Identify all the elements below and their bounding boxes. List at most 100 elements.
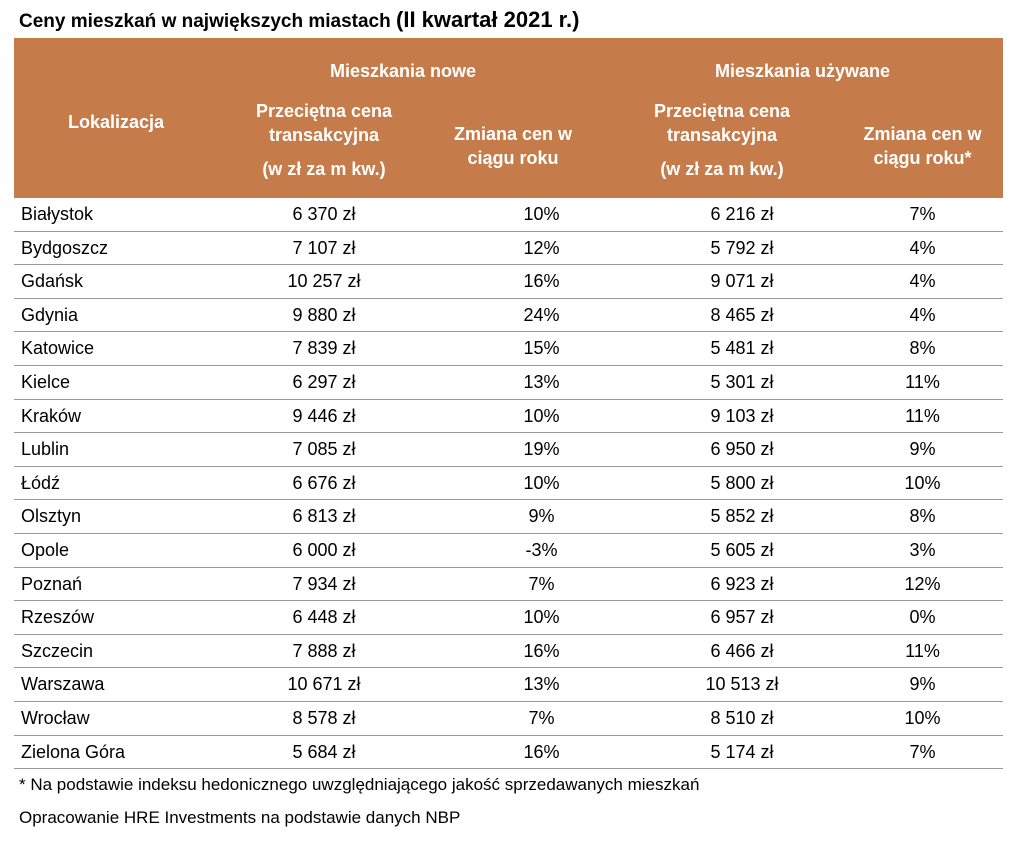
cell-price-new: 7 934 zł — [292, 573, 356, 594]
cell-change-new: 10% — [523, 405, 560, 426]
cell-city: Szczecin — [21, 640, 94, 661]
cell-change-new: 15% — [523, 338, 560, 359]
cell-change-used: 4% — [909, 304, 936, 325]
cell-price-new: 10 257 zł — [287, 271, 361, 292]
table-row: Katowice 7 839 zł 15% 5 481 zł 8% — [14, 332, 1003, 366]
cell-city: Kraków — [21, 405, 82, 426]
header-group-used: Mieszkania używane — [714, 61, 891, 81]
cell-city: Warszawa — [21, 674, 105, 695]
cell-change-used: 7% — [909, 204, 936, 224]
cell-city: Bydgoszcz — [21, 237, 109, 258]
cell-price-new: 6 370 zł — [292, 204, 356, 224]
header-change-new-line2: ciągu roku — [467, 148, 559, 168]
table-row: Zielona Góra 5 684 zł 16% 5 174 zł 7% — [14, 736, 1003, 770]
cell-price-used: 5 301 zł — [710, 371, 774, 392]
cell-change-used: 0% — [909, 607, 936, 628]
cell-change-new: 13% — [523, 371, 560, 392]
table-row: Szczecin 7 888 zł 16% 6 466 zł 11% — [14, 635, 1003, 669]
cell-price-new: 7 839 zł — [292, 338, 356, 359]
cell-price-new: 9 446 zł — [292, 405, 356, 426]
cell-change-used: 10% — [904, 707, 941, 728]
header-price-new-line1: Przeciętna cena — [255, 101, 393, 121]
cell-price-used: 5 174 zł — [710, 741, 774, 762]
table-row: Kielce 6 297 zł 13% 5 301 zł 11% — [14, 366, 1003, 400]
header-change-new: Zmiana cen w ciągu roku — [434, 122, 592, 170]
cell-change-used: 12% — [904, 573, 941, 594]
cell-price-used: 6 216 zł — [710, 204, 774, 224]
table-row: Warszawa 10 671 zł 13% 10 513 zł 9% — [14, 668, 1003, 702]
cell-price-new: 9 880 zł — [292, 304, 356, 325]
table-row: Wrocław 8 578 zł 7% 8 510 zł 10% — [14, 702, 1003, 736]
table-row: Białystok 6 370 zł 10% 6 216 zł 7% — [14, 198, 1003, 232]
cell-city: Łódź — [21, 472, 61, 493]
table-body: Białystok 6 370 zł 10% 6 216 zł 7% Bydgoszcz 7… — [14, 198, 1003, 770]
cell-change-used: 4% — [909, 237, 936, 258]
cell-city: Wrocław — [21, 707, 90, 728]
header-price-used-line1: Przeciętna cena — [653, 101, 791, 121]
cell-price-new: 7 107 zł — [292, 237, 356, 258]
table-row: Bydgoszcz 7 107 zł 12% 5 792 zł 4% — [14, 232, 1003, 266]
cell-price-used: 6 950 zł — [710, 439, 774, 460]
cell-price-used: 9 071 zł — [710, 271, 774, 292]
cell-city: Katowice — [21, 338, 95, 359]
table-header: Mieszkania nowe Mieszkania używane Lokal… — [14, 38, 1003, 198]
cell-price-used: 5 481 zł — [710, 338, 774, 359]
cell-change-used: 11% — [905, 371, 940, 392]
cell-change-new: 7% — [528, 707, 555, 728]
cell-change-new: 10% — [523, 204, 560, 224]
table-row: Rzeszów 6 448 zł 10% 6 957 zł 0% — [14, 601, 1003, 635]
source-note: Opracowanie HRE Investments na podstawie… — [19, 808, 461, 827]
header-price-used-line2: transakcyjna — [666, 125, 778, 145]
cell-change-used: 8% — [909, 506, 936, 527]
cell-city: Poznań — [21, 573, 83, 594]
cell-price-used: 9 103 zł — [710, 405, 774, 426]
cell-change-used: 11% — [905, 640, 940, 661]
cell-change-used: 9% — [909, 674, 936, 695]
header-change-used-line1: Zmiana cen w — [863, 124, 982, 144]
header-change-used-line2: ciągu roku* — [873, 148, 972, 168]
cell-price-used: 5 792 zł — [710, 237, 774, 258]
cell-change-new: 10% — [523, 607, 560, 628]
cell-price-used: 5 852 zł — [710, 506, 774, 527]
footnote: * Na podstawie indeksu hedonicznego uwzg… — [19, 775, 700, 794]
cell-change-new: 12% — [523, 237, 560, 258]
cell-change-new: 24% — [523, 304, 560, 325]
cell-price-new: 6 676 zł — [292, 472, 356, 493]
header-group-new: Mieszkania nowe — [329, 61, 477, 81]
cell-price-new: 8 578 zł — [292, 707, 356, 728]
table-row: Kraków 9 446 zł 10% 9 103 zł 11% — [14, 400, 1003, 434]
table-row: Gdynia 9 880 zł 24% 8 465 zł 4% — [14, 299, 1003, 333]
cell-change-used: 3% — [909, 539, 936, 560]
cell-change-new: 10% — [523, 472, 560, 493]
cell-price-used: 5 605 zł — [710, 539, 774, 560]
cell-city: Olsztyn — [21, 506, 82, 527]
header-price-used-unit: (w zł za m kw.) — [660, 159, 784, 179]
cell-price-used: 6 466 zł — [710, 640, 774, 661]
cell-city: Białystok — [21, 204, 94, 224]
cell-price-used: 5 800 zł — [710, 472, 774, 493]
cell-price-new: 6 813 zł — [292, 506, 356, 527]
cell-change-used: 4% — [909, 271, 936, 292]
cell-change-used: 7% — [909, 741, 936, 762]
cell-price-new: 6 297 zł — [292, 371, 356, 392]
cell-change-new: -3% — [525, 539, 558, 560]
header-price-used: Przeciętna cena transakcyjna (w zł za m … — [602, 99, 842, 181]
cell-change-new: 7% — [528, 573, 555, 594]
table-row: Gdańsk 10 257 zł 16% 9 071 zł 4% — [14, 265, 1003, 299]
title-main: Ceny mieszkań w największych miastach — [19, 11, 391, 32]
title-period: (II kwartał 2021 r.) — [396, 7, 580, 32]
cell-change-used: 11% — [905, 405, 940, 426]
cell-city: Zielona Góra — [21, 741, 126, 762]
cell-city: Gdynia — [21, 304, 79, 325]
table-row: Lublin 7 085 zł 19% 6 950 zł 9% — [14, 433, 1003, 467]
cell-price-new: 6 000 zł — [292, 539, 356, 560]
cell-change-new: 13% — [523, 674, 560, 695]
cell-price-used: 8 510 zł — [710, 707, 774, 728]
cell-price-new: 7 888 zł — [292, 640, 356, 661]
cell-price-new: 7 085 zł — [292, 439, 356, 460]
cell-change-used: 10% — [904, 472, 941, 493]
cell-price-used: 10 513 zł — [705, 674, 779, 695]
header-change-used: Zmiana cen w ciągu roku* — [842, 122, 1003, 170]
table-row: Poznań 7 934 zł 7% 6 923 zł 12% — [14, 568, 1003, 602]
cell-change-used: 9% — [909, 439, 936, 460]
